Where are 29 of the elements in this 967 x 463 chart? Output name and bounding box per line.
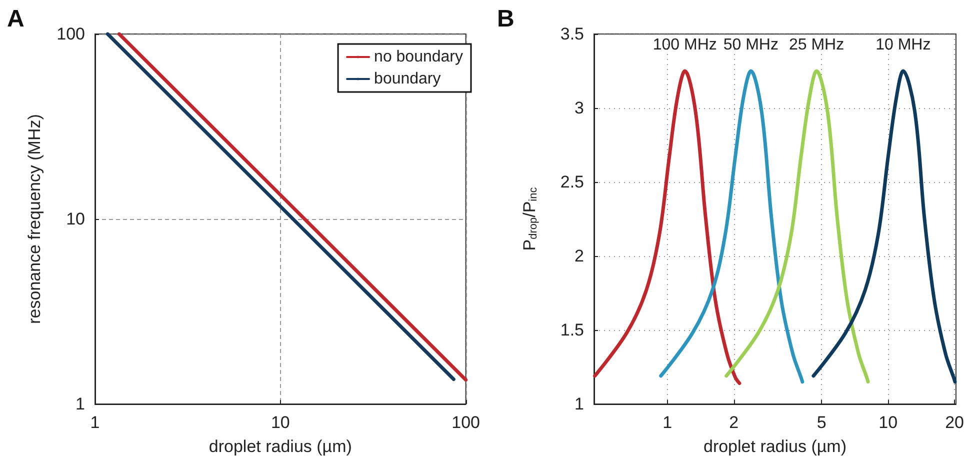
legend-label: no boundary (374, 48, 464, 66)
y-tick-label: 10 (66, 210, 85, 228)
y-tick-label: 1 (76, 394, 85, 414)
x-tick-label: 1 (662, 413, 672, 432)
series-label: 100 MHz (652, 36, 717, 54)
x-tick-label: 10 (270, 413, 290, 432)
x-axis-title: droplet radius (µm) (208, 437, 352, 456)
series-label: 25 MHz (788, 36, 844, 54)
y-tick-label: 2 (574, 246, 584, 266)
legend-label: boundary (374, 70, 441, 88)
y-axis-title: Pdrop/Pinc (520, 186, 540, 251)
chart-title: B (497, 6, 514, 32)
y-tick-label: 1.5 (560, 320, 584, 340)
x-tick-label: 100 (452, 413, 480, 432)
series-label: 50 MHz (723, 36, 778, 54)
x-tick-label: 2 (729, 413, 739, 432)
x-axis-title: droplet radius (µm) (703, 437, 846, 456)
x-tick-label: 1 (90, 413, 100, 432)
y-axis-title: resonance frequency (MHz) (25, 114, 44, 324)
x-tick-label: 20 (945, 413, 964, 432)
y-tick-label: 100 (56, 24, 85, 44)
x-tick-label: 5 (816, 413, 826, 432)
y-tick-label: 3.5 (560, 24, 584, 44)
y-tick-label: 2.5 (560, 172, 584, 192)
x-tick-label: 10 (878, 413, 898, 432)
y-tick-label: 3 (574, 98, 584, 118)
series-label: 10 MHz (876, 36, 931, 54)
chart-title: A (7, 6, 24, 32)
y-tick-label: 1 (574, 394, 584, 414)
